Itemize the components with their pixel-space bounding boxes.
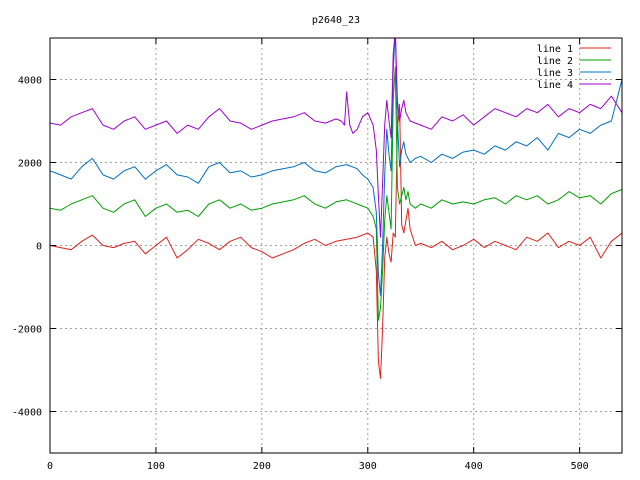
y-tick-label: 4000 bbox=[18, 76, 42, 87]
series-group bbox=[50, 38, 622, 379]
y-tick-label: 2000 bbox=[18, 159, 42, 170]
y-tick-label: -4000 bbox=[12, 408, 42, 419]
legend-label-4: line 4 bbox=[537, 80, 573, 91]
tick-labels: 0 100 200 300 400 500 -4000 -2000 0 2000 4000 bbox=[12, 76, 589, 473]
x-tick-label: 100 bbox=[147, 461, 165, 472]
series-line-4 bbox=[50, 38, 622, 238]
x-tick-label: 300 bbox=[359, 461, 377, 472]
series-line-3 bbox=[50, 38, 622, 296]
grid-lines bbox=[50, 38, 622, 453]
legend-label-2: line 2 bbox=[537, 56, 573, 67]
chart-title: p2640_23 bbox=[312, 15, 360, 26]
y-tick-label: -2000 bbox=[12, 325, 42, 336]
y-tick-label: 0 bbox=[36, 242, 42, 253]
x-tick-label: 0 bbox=[47, 461, 53, 472]
series-line-1 bbox=[50, 103, 622, 379]
tick-marks bbox=[49, 38, 622, 453]
series-line-2 bbox=[50, 66, 622, 321]
legend-label-3: line 3 bbox=[537, 68, 573, 79]
x-tick-label: 200 bbox=[253, 461, 271, 472]
legend-label-1: line 1 bbox=[537, 44, 573, 55]
x-tick-label: 500 bbox=[571, 461, 589, 472]
x-tick-label: 400 bbox=[465, 461, 483, 472]
